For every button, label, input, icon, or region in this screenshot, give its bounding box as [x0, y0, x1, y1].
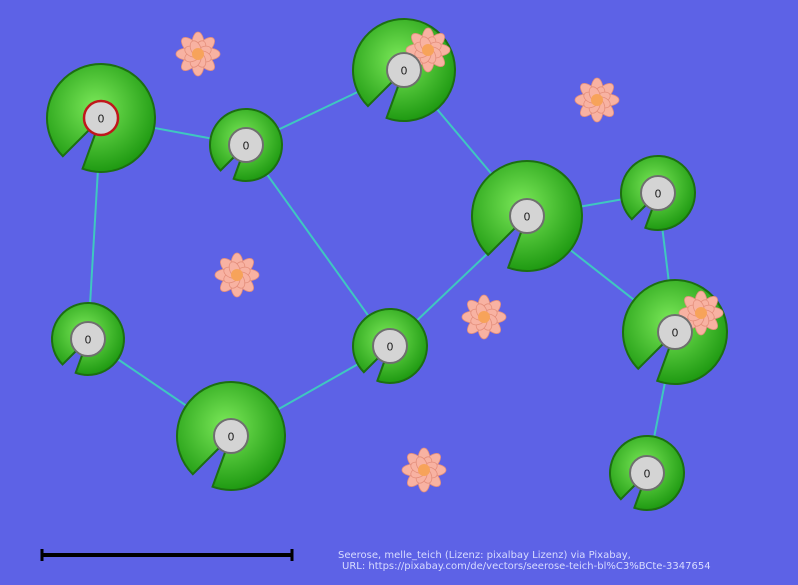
credit-line-1: Seerose, melle_teich (Lizenz: pixalbay L…	[338, 550, 631, 561]
node-circle[interactable]	[657, 314, 693, 350]
node-circle[interactable]	[640, 175, 676, 211]
credit-line-2: URL: https://pixabay.com/de/vectors/seer…	[342, 561, 711, 572]
connections-layer	[87, 69, 676, 474]
scale-bar	[40, 549, 294, 561]
node[interactable]: 0	[640, 175, 676, 211]
node[interactable]: 0	[372, 328, 408, 364]
node-circle[interactable]	[82, 99, 120, 137]
node-circle[interactable]	[372, 328, 408, 364]
node-circle[interactable]	[228, 127, 264, 163]
water-lily-flower-icon	[405, 27, 451, 73]
node[interactable]: 0	[213, 418, 249, 454]
node[interactable]: 0	[228, 127, 264, 163]
node-label: 0	[655, 188, 662, 201]
node-label: 0	[228, 431, 235, 444]
flowers-layer	[175, 27, 724, 493]
node-circle[interactable]	[386, 52, 422, 88]
node[interactable]: 0	[509, 198, 545, 234]
node-label: 0	[98, 113, 105, 126]
node-circle[interactable]	[629, 455, 665, 491]
node-circle[interactable]	[213, 418, 249, 454]
image-credit: Seerose, melle_teich (Lizenz: pixalbay L…	[338, 550, 711, 572]
node[interactable]: 0	[657, 314, 693, 350]
node[interactable]: 0	[70, 321, 106, 357]
lily-pads-layer	[46, 18, 728, 511]
water-lily-flower-icon	[214, 252, 260, 298]
connection-line	[245, 144, 391, 347]
water-lily-flower-icon	[461, 294, 507, 340]
node-label: 0	[85, 334, 92, 347]
node-label: 0	[672, 327, 679, 340]
water-lily-flower-icon	[574, 77, 620, 123]
node-label: 0	[387, 341, 394, 354]
node-circle[interactable]	[70, 321, 106, 357]
node-selected[interactable]: 0	[82, 99, 120, 137]
nodes-layer: 0 0 0 0 0 0 0 0 0 0	[70, 52, 693, 491]
node-label: 0	[524, 211, 531, 224]
node-circle[interactable]	[509, 198, 545, 234]
node[interactable]: 0	[386, 52, 422, 88]
node-label: 0	[644, 468, 651, 481]
node-label: 0	[243, 140, 250, 153]
node[interactable]: 0	[629, 455, 665, 491]
water-lily-flower-icon	[401, 447, 447, 493]
node-label: 0	[401, 65, 408, 78]
water-lily-flower-icon	[175, 31, 221, 77]
